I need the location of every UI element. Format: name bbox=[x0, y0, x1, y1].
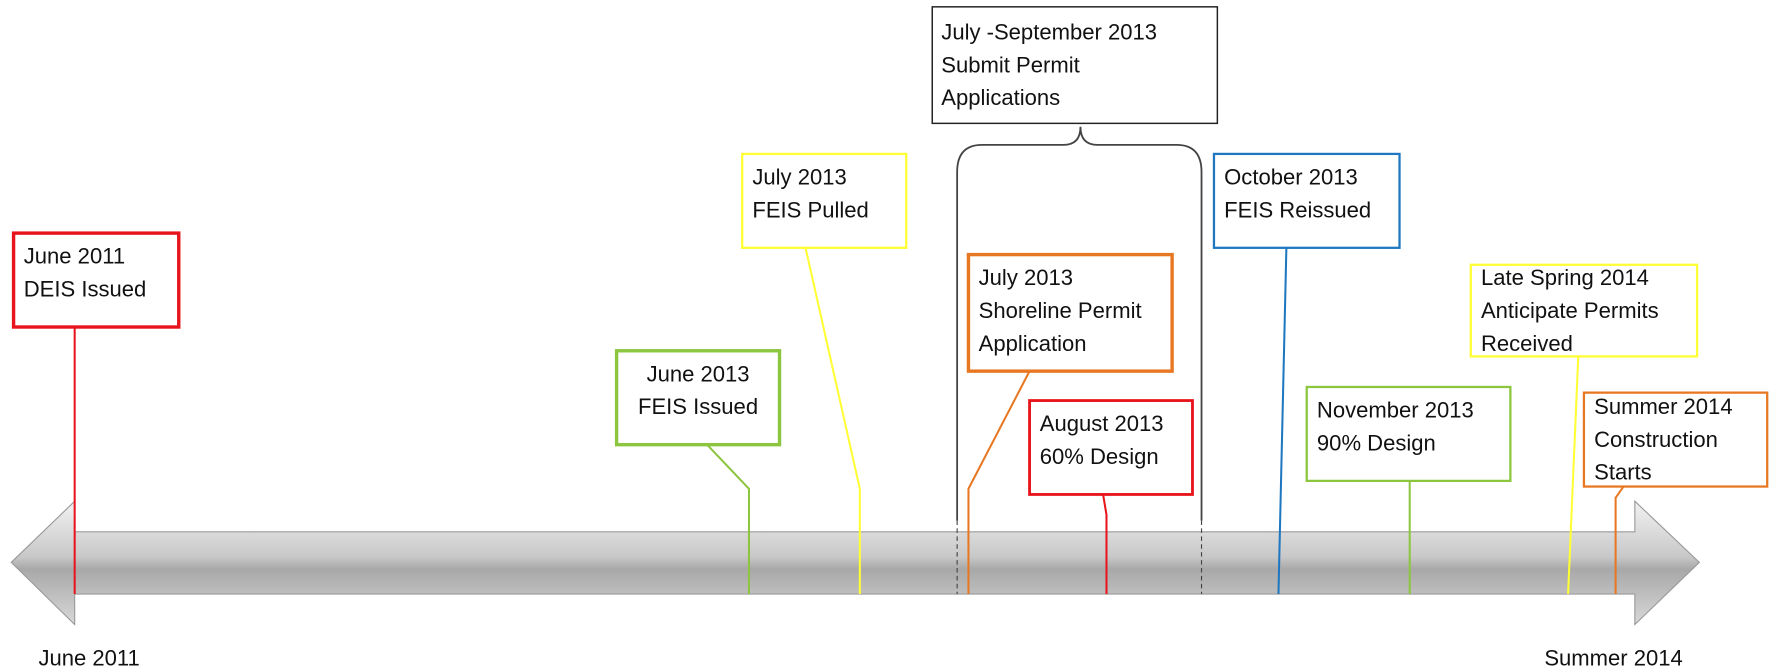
span-label: July -September 2013 bbox=[941, 20, 1157, 45]
span-label: Submit Permit bbox=[941, 52, 1079, 77]
leader-line bbox=[1102, 494, 1108, 595]
event-label: October 2013 bbox=[1224, 164, 1358, 189]
leader-line bbox=[1277, 247, 1288, 595]
event-label: 60% Design bbox=[1040, 444, 1159, 469]
event-label: Starts bbox=[1594, 460, 1652, 485]
axis-end: Summer 2014 bbox=[1544, 645, 1682, 670]
leader-line bbox=[967, 370, 1031, 595]
event-box bbox=[614, 349, 782, 447]
event-label: Received bbox=[1481, 331, 1573, 356]
event-box bbox=[1305, 385, 1512, 483]
event-box bbox=[741, 152, 908, 249]
leader-line bbox=[804, 247, 861, 595]
event-label: Application bbox=[979, 331, 1087, 356]
span-brace bbox=[956, 126, 1203, 521]
event-label: July 2013 bbox=[979, 265, 1073, 290]
event-label: DEIS Issued bbox=[24, 276, 147, 301]
event-label: FEIS Pulled bbox=[752, 197, 868, 222]
event-label: August 2013 bbox=[1040, 411, 1164, 436]
event-label: June 2013 bbox=[647, 361, 750, 386]
event-label: Shoreline Permit bbox=[979, 298, 1142, 323]
event-box bbox=[1469, 263, 1699, 358]
event-label: FEIS Reissued bbox=[1224, 197, 1371, 222]
leader-line bbox=[1614, 485, 1625, 595]
event-label: FEIS Issued bbox=[638, 394, 758, 419]
span-box bbox=[931, 6, 1219, 125]
event-box bbox=[966, 252, 1174, 373]
event-label: Construction bbox=[1594, 427, 1718, 452]
event-box bbox=[1212, 152, 1401, 249]
span-label: Applications bbox=[941, 85, 1060, 110]
timeline-arrow bbox=[10, 499, 1701, 626]
leader-line bbox=[706, 443, 750, 595]
event-box bbox=[1582, 391, 1769, 488]
event-label: Late Spring 2014 bbox=[1481, 265, 1649, 290]
event-label: 90% Design bbox=[1317, 430, 1436, 455]
event-label: Anticipate Permits bbox=[1481, 298, 1659, 323]
leader-line bbox=[1567, 356, 1580, 595]
event-label: Summer 2014 bbox=[1594, 394, 1732, 419]
event-box bbox=[1028, 399, 1194, 496]
event-label: July 2013 bbox=[752, 164, 846, 189]
event-box bbox=[11, 231, 181, 329]
axis-start: June 2011 bbox=[38, 645, 139, 670]
event-label: June 2011 bbox=[24, 244, 125, 269]
event-label: November 2013 bbox=[1317, 398, 1474, 423]
